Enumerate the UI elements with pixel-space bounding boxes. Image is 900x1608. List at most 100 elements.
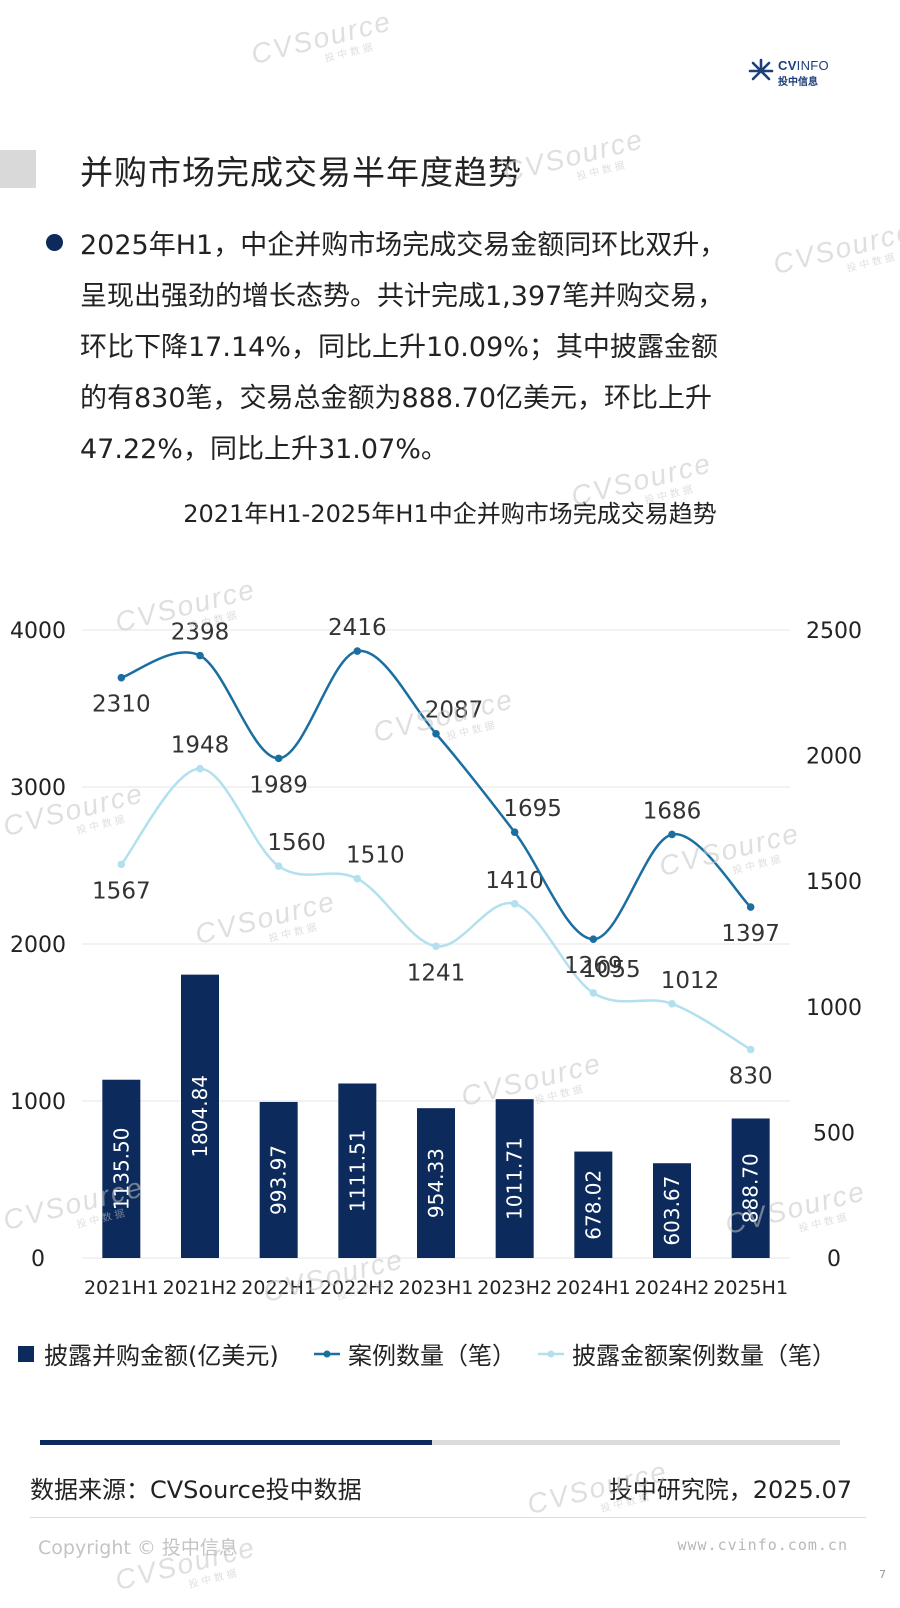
data-point xyxy=(117,860,126,869)
x-tick-label: 2023H2 xyxy=(477,1277,552,1299)
x-tick-label: 2023H1 xyxy=(399,1277,474,1299)
data-source: 数据来源：CVSource投中数据 xyxy=(30,1476,362,1504)
bar xyxy=(102,1079,141,1258)
data-point xyxy=(196,764,204,773)
bar-data-label: 993.97 xyxy=(267,1145,291,1215)
data-point xyxy=(510,900,519,908)
legend-item-cases: 案例数量（笔） xyxy=(314,1336,516,1371)
bar-data-label: 888.70 xyxy=(739,1153,763,1223)
y-left-tick-label: 1000 xyxy=(10,1090,66,1115)
x-tick-label: 2021H2 xyxy=(163,1277,238,1299)
line-data-label: 1567 xyxy=(92,878,151,904)
bar xyxy=(574,1151,613,1258)
line-data-label: 1989 xyxy=(249,772,308,798)
page-progress-track xyxy=(40,1440,840,1445)
x-tick-label: 2024H2 xyxy=(635,1277,710,1299)
bullet-line: 的有830笔，交易总金额为888.70亿美元，环比上升 xyxy=(80,383,713,414)
bar-data-label: 1804.84 xyxy=(188,1075,212,1158)
footer-divider xyxy=(30,1517,866,1518)
bar xyxy=(338,1083,377,1258)
institute-date: 投中研究院，2025.07 xyxy=(608,1476,852,1504)
data-point xyxy=(274,862,283,870)
data-point xyxy=(668,999,676,1008)
line-data-label: 2398 xyxy=(171,620,230,646)
copyright: Copyright © 投中信息 xyxy=(38,1537,238,1559)
chart-legend: 披露并购金额(亿美元) 案例数量（笔） 披露金额案例数量（笔） xyxy=(18,1336,888,1372)
bullet-line: 呈现出强劲的增长态势。共计完成1,397笔并购交易， xyxy=(80,281,725,312)
line-data-label: 1510 xyxy=(346,843,405,869)
bullet-line: 47.22%，同比上升31.07%。 xyxy=(80,434,448,465)
line-data-label: 2087 xyxy=(425,698,484,724)
bar-data-label: 1135.50 xyxy=(109,1128,133,1211)
data-point xyxy=(589,935,598,944)
watermark: CVSource 投中数据 xyxy=(500,123,647,189)
chart-title: 2021年H1-2025年H1中企并购市场完成交易趋势 xyxy=(183,500,717,528)
data-point xyxy=(746,903,755,911)
data-point xyxy=(746,1045,755,1054)
y-left-tick-label: 4000 xyxy=(10,619,66,644)
line-data-label: 2416 xyxy=(328,615,387,641)
bar-data-label: 1111.51 xyxy=(345,1129,369,1212)
line-data-label: 1560 xyxy=(267,830,326,856)
data-point xyxy=(432,942,440,951)
bar-data-label: 1011.71 xyxy=(503,1137,527,1220)
bar xyxy=(495,1099,534,1258)
bullet-paragraph: 2025年H1，中企并购市场完成交易金额同环比双升， 呈现出强劲的增长态势。共计… xyxy=(80,220,860,475)
line-data-label: 1055 xyxy=(582,957,641,983)
legend-swatch-square-icon xyxy=(18,1345,34,1362)
legend-label: 披露并购金额(亿美元) xyxy=(44,1342,279,1370)
line-data-label: 1686 xyxy=(643,798,702,824)
title-marker xyxy=(0,150,36,188)
legend-line-marker-icon xyxy=(538,1350,564,1357)
data-point xyxy=(353,874,362,883)
logo-text-cn: 投中信息 xyxy=(778,77,818,88)
combo-chart: 0 1000 2000 3000 4000 0 500 1000 1500 2000 2500 202… xyxy=(10,615,862,1299)
data-point xyxy=(432,729,440,738)
data-point xyxy=(510,828,519,837)
line-data-label: 1695 xyxy=(503,796,562,822)
bar xyxy=(417,1108,455,1258)
line-data-label: 1410 xyxy=(485,868,544,894)
x-tick-label: 2022H1 xyxy=(241,1277,316,1299)
x-tick-label: 2021H1 xyxy=(84,1277,159,1299)
logo-text-en: CVINFO xyxy=(778,58,829,73)
bar-data-label: 954.33 xyxy=(424,1148,448,1218)
line-data-label: 830 xyxy=(729,1064,773,1090)
y-right-tick-label: 1000 xyxy=(806,996,862,1021)
bullet-line: 2025年H1，中企并购市场完成交易金额同环比双升， xyxy=(80,230,727,261)
line-data-label: 1397 xyxy=(721,921,780,947)
y-right-tick-label: 0 xyxy=(827,1247,841,1272)
y-right-tick-label: 2500 xyxy=(806,619,862,644)
line-data-label: 1948 xyxy=(171,733,230,759)
legend-line-marker-icon xyxy=(314,1350,340,1357)
legend-item-amount: 披露并购金额(亿美元) xyxy=(18,1336,279,1371)
cvinfo-logo: CVINFO 投中信息 xyxy=(748,58,858,88)
line-data-label: 1241 xyxy=(407,960,466,986)
data-point xyxy=(589,989,598,997)
logo-burst-icon xyxy=(748,58,774,81)
legend-item-disclosed-cases: 披露金额案例数量（笔） xyxy=(538,1336,836,1371)
bar xyxy=(731,1118,770,1258)
line-data-label: 2310 xyxy=(92,692,151,718)
x-tick-label: 2022H2 xyxy=(320,1277,395,1299)
y-left-tick-label: 0 xyxy=(31,1247,45,1272)
x-tick-label: 2024H1 xyxy=(556,1277,631,1299)
legend-label: 披露金额案例数量（笔） xyxy=(572,1342,836,1370)
y-right-tick-label: 500 xyxy=(813,1121,855,1146)
page-title: 并购市场完成交易半年度趋势 xyxy=(80,153,522,192)
bar xyxy=(653,1163,691,1258)
bullet-icon xyxy=(46,234,63,251)
page-progress-fill xyxy=(40,1440,432,1445)
y-right-tick-label: 1500 xyxy=(806,870,862,895)
data-point xyxy=(196,651,204,660)
bar xyxy=(259,1101,298,1258)
cases-line xyxy=(120,649,752,941)
data-point xyxy=(117,673,126,682)
website-link[interactable]: www.cvinfo.com.cn xyxy=(677,1536,848,1554)
bar-data-label: 678.02 xyxy=(581,1170,605,1240)
data-point xyxy=(668,830,676,839)
x-tick-label: 2025H1 xyxy=(713,1277,788,1299)
data-point xyxy=(353,647,362,655)
line-data-label: 1269 xyxy=(564,953,623,979)
bar-data-label: 603.67 xyxy=(660,1176,684,1246)
